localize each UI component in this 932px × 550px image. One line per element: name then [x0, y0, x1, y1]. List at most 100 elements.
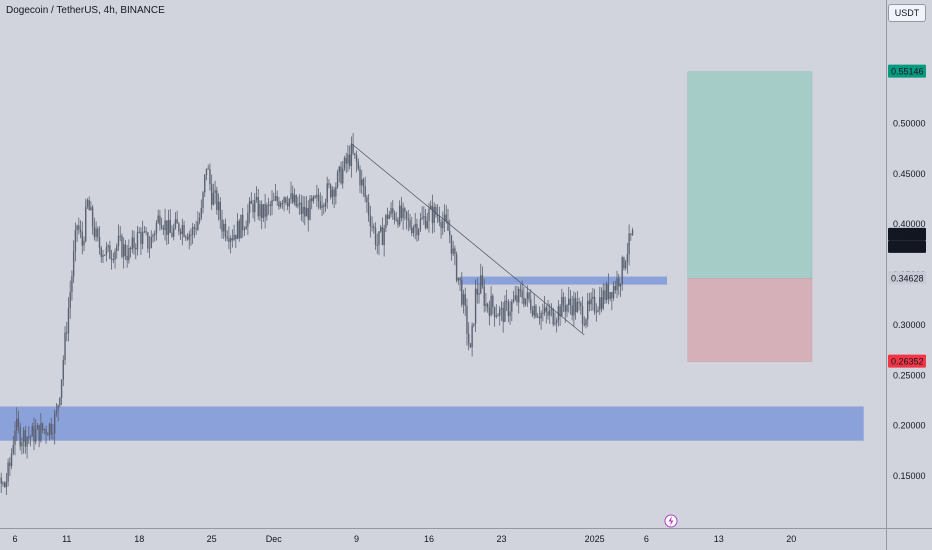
candle-body [411, 227, 413, 234]
candle-body [630, 233, 632, 235]
candle-body [200, 207, 202, 218]
candle-body [592, 296, 594, 299]
candle-body [524, 298, 527, 305]
candle-body [162, 228, 165, 230]
candle-body [314, 196, 316, 198]
candle-body [36, 424, 39, 430]
candle-body [549, 310, 551, 316]
candle-body [316, 194, 318, 198]
candle-body [481, 275, 484, 286]
candle-body [521, 290, 523, 298]
time-tick-label: 6 [12, 534, 17, 544]
candle-body [588, 300, 591, 305]
price-tick-label: 0.45000 [893, 169, 926, 179]
candle-body [626, 254, 629, 263]
candle-body [159, 215, 161, 226]
candle-body [461, 280, 463, 305]
candle-body [116, 246, 118, 252]
time-tick-label: 9 [354, 534, 359, 544]
candle-body [400, 205, 403, 219]
candle-body [269, 204, 271, 207]
candle-body [278, 201, 280, 207]
candle-body [374, 228, 377, 245]
candle-body [602, 290, 604, 309]
candle-body [516, 295, 518, 303]
candle-body [361, 179, 363, 186]
candle-body [97, 228, 99, 238]
candle-body [309, 198, 311, 220]
candle-body [122, 244, 125, 257]
candle-body [581, 306, 584, 324]
candle-body [43, 429, 46, 431]
candle-body [443, 214, 446, 222]
candle-body [392, 208, 394, 214]
candle-body [226, 236, 228, 239]
candle-body [126, 256, 128, 261]
candle-body [228, 238, 230, 242]
candle-body [205, 168, 208, 175]
candle-body [555, 320, 558, 324]
candle-body [369, 215, 372, 227]
candle-body [459, 277, 461, 281]
candle-body [557, 306, 560, 321]
candle-body [412, 227, 415, 234]
candle-body [587, 300, 589, 320]
candle-body [528, 292, 530, 300]
candle-body [190, 234, 192, 236]
candle-body [398, 205, 401, 225]
candle-body [91, 207, 94, 227]
candle-body [223, 223, 225, 232]
candle-body [362, 179, 365, 187]
candle-body [71, 276, 73, 293]
candle-body [271, 200, 273, 207]
candle-body [147, 232, 149, 249]
entry-value: 0.34628 [891, 273, 924, 283]
candle-body [450, 235, 453, 254]
candle-body [285, 197, 287, 203]
candle-body [0, 477, 2, 484]
trendline [351, 143, 585, 336]
candle-body [474, 288, 477, 324]
candle-body [240, 214, 242, 239]
candle-body [242, 214, 244, 231]
candle-body [624, 262, 627, 269]
candle-body [518, 289, 520, 303]
candle-body [247, 212, 249, 227]
candle-body [238, 221, 240, 239]
candle-body [169, 219, 171, 233]
candle-body [295, 194, 297, 207]
candle-body [378, 231, 380, 246]
candle-body [573, 298, 575, 316]
candle-body [447, 220, 449, 231]
candle-body [260, 204, 263, 218]
time-tick-label: 25 [207, 534, 217, 544]
candle-body [607, 283, 610, 300]
candle-body [440, 222, 442, 229]
candle-body [181, 225, 184, 235]
candle-body [593, 296, 596, 312]
candle-body [143, 231, 146, 233]
currency-button[interactable]: USDT [888, 4, 926, 22]
candle-body [478, 293, 480, 295]
candle-body [85, 206, 87, 241]
candle-body [414, 223, 416, 228]
candle-body [545, 307, 547, 312]
candle-body [533, 305, 535, 316]
candle-body [98, 237, 101, 248]
candle-body [191, 227, 194, 236]
candle-body [583, 323, 585, 326]
candle-body [57, 405, 59, 411]
candle-body [514, 295, 516, 300]
candle-body [157, 215, 159, 223]
candle-body [488, 307, 491, 316]
candle-body [2, 482, 4, 484]
time-tick-label: 16 [424, 534, 434, 544]
candle-body [611, 292, 613, 299]
candle-body [467, 333, 470, 344]
candle-body [217, 201, 220, 211]
candle-body [307, 207, 309, 220]
candle-body [160, 225, 163, 229]
time-tick-label: 11 [62, 534, 71, 544]
lightning-icon[interactable] [664, 514, 678, 528]
